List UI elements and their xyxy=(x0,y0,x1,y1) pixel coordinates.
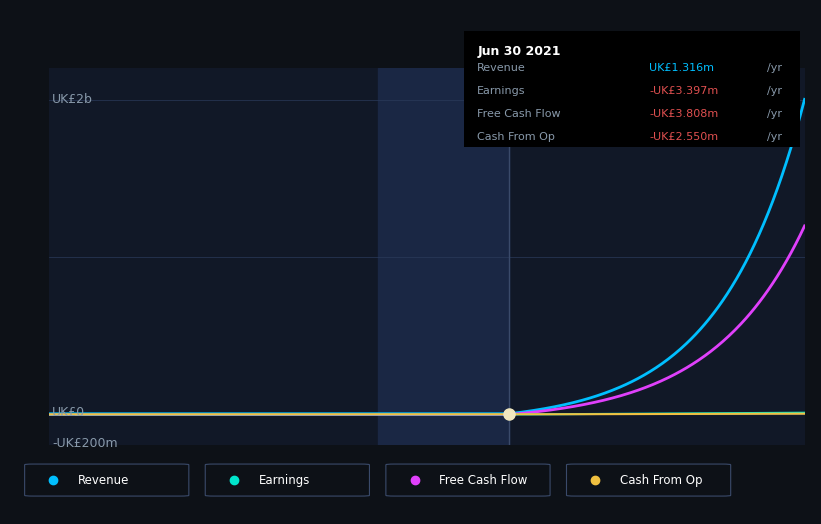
Text: /yr: /yr xyxy=(767,86,782,96)
Bar xyxy=(378,68,509,445)
Text: Past: Past xyxy=(476,96,502,109)
Text: Revenue: Revenue xyxy=(477,63,526,73)
Text: Analysts Forecasts: Analysts Forecasts xyxy=(520,96,636,109)
Text: Revenue: Revenue xyxy=(78,474,130,487)
Text: Earnings: Earnings xyxy=(259,474,310,487)
Text: Cash From Op: Cash From Op xyxy=(477,133,555,143)
Text: /yr: /yr xyxy=(767,133,782,143)
Text: Earnings: Earnings xyxy=(477,86,525,96)
Text: -UK£3.808m: -UK£3.808m xyxy=(649,110,718,119)
Text: Jun 30 2021: Jun 30 2021 xyxy=(477,45,561,58)
Text: -UK£200m: -UK£200m xyxy=(52,438,117,450)
Text: Free Cash Flow: Free Cash Flow xyxy=(477,110,561,119)
Text: /yr: /yr xyxy=(767,110,782,119)
Text: -UK£2.550m: -UK£2.550m xyxy=(649,133,718,143)
Text: UK£1.316m: UK£1.316m xyxy=(649,63,714,73)
Text: -UK£3.397m: -UK£3.397m xyxy=(649,86,718,96)
Text: /yr: /yr xyxy=(767,63,782,73)
Text: Free Cash Flow: Free Cash Flow xyxy=(439,474,528,487)
Text: UK£2b: UK£2b xyxy=(52,93,93,106)
Text: UK£0: UK£0 xyxy=(52,406,85,419)
Text: Cash From Op: Cash From Op xyxy=(620,474,702,487)
